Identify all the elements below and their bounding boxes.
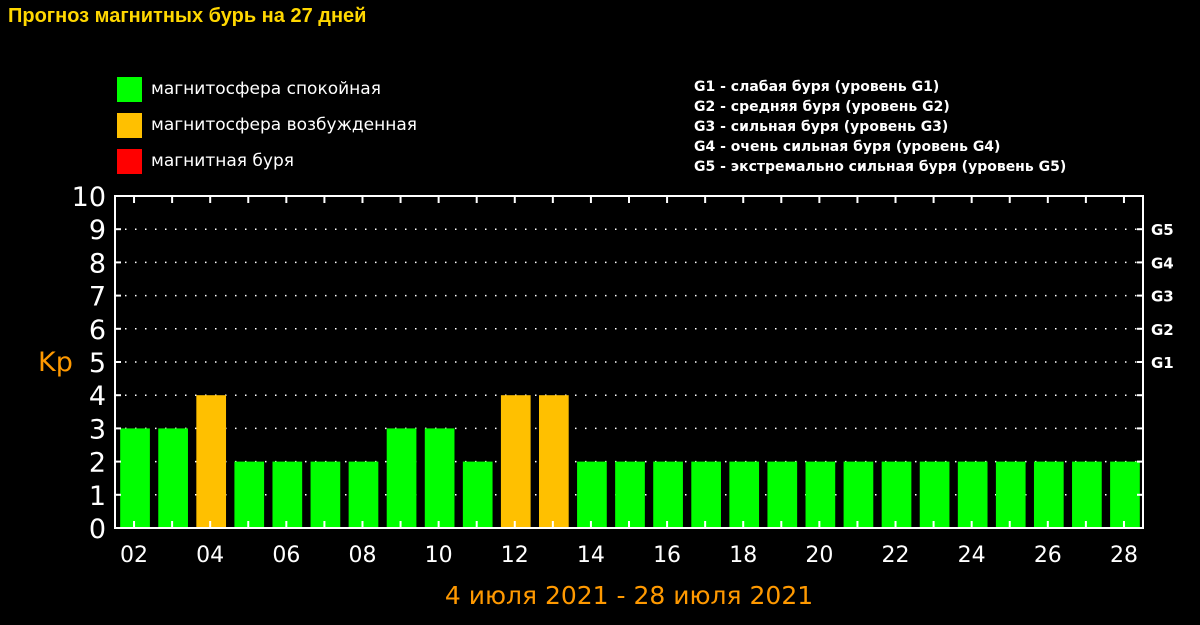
- y-axis-label: Kp: [38, 347, 73, 378]
- y-tick-label: 9: [89, 215, 106, 246]
- bar-11: [462, 461, 493, 528]
- bar-21: [843, 461, 874, 528]
- bar-22: [881, 461, 912, 528]
- page-title: Прогноз магнитных бурь на 27 дней: [8, 5, 367, 27]
- storm-levels-legend: G1 - слабая буря (уровень G1) G2 - средн…: [694, 77, 1066, 177]
- x-tick-label: 02: [120, 543, 148, 568]
- legend-label-calm: магнитосфера спокойная: [151, 79, 381, 99]
- bar-20: [805, 461, 836, 528]
- x-tick-label: 20: [805, 543, 833, 568]
- bar-23: [919, 461, 950, 528]
- bar-24: [957, 461, 988, 528]
- legend-label-storm: магнитная буря: [151, 151, 294, 171]
- y-tick-label: 2: [89, 448, 106, 479]
- storm-axis-label-g3: G3: [1151, 288, 1174, 306]
- y-tick-label: 6: [89, 315, 106, 346]
- bar-05: [234, 461, 265, 528]
- legend-label-excited: магнитосфера возбужденная: [151, 115, 417, 135]
- y-tick-label: 0: [89, 514, 106, 545]
- bar-12: [500, 395, 531, 528]
- bar-27: [1072, 461, 1102, 528]
- storm-level-g2: G2 - средняя буря (уровень G2): [694, 99, 950, 115]
- bar-07: [310, 461, 341, 528]
- x-tick-label: 14: [577, 543, 605, 568]
- x-tick-label: 12: [501, 543, 529, 568]
- bar-15: [615, 461, 645, 528]
- x-axis-label: 4 июля 2021 - 28 июля 2021: [445, 581, 813, 610]
- bar-25: [995, 461, 1026, 528]
- y-tick-label: 10: [72, 182, 106, 213]
- x-tick-label: 26: [1034, 543, 1062, 568]
- bar-17: [691, 461, 721, 528]
- storm-level-g4: G4 - очень сильная буря (уровень G4): [694, 139, 1001, 155]
- y-tick-label: 1: [89, 481, 106, 512]
- bar-18: [729, 461, 760, 528]
- bar-08: [348, 461, 379, 528]
- x-tick-label: 04: [196, 543, 224, 568]
- bar-13: [539, 395, 569, 528]
- bar-10: [424, 428, 455, 528]
- legend-swatch-storm: [117, 149, 142, 174]
- storm-axis-label-g4: G4: [1151, 254, 1174, 272]
- x-tick-label: 06: [272, 543, 300, 568]
- storm-axis-label-g5: G5: [1151, 221, 1174, 239]
- bar-26: [1033, 461, 1064, 528]
- bar-14: [577, 461, 607, 528]
- bar-16: [653, 461, 683, 528]
- storm-axis-label-g2: G2: [1151, 321, 1174, 339]
- legend-swatch-excited: [117, 113, 142, 138]
- y-tick-label: 4: [89, 381, 106, 412]
- x-tick-label: 10: [425, 543, 453, 568]
- storm-axis-label-g1: G1: [1151, 354, 1174, 372]
- y-tick-label: 8: [89, 248, 106, 279]
- bar-06: [272, 461, 303, 528]
- y-tick-label: 7: [89, 282, 106, 313]
- storm-level-g1: G1 - слабая буря (уровень G1): [694, 79, 940, 95]
- bar-02: [120, 428, 150, 528]
- bar-03: [158, 428, 188, 528]
- bar-28: [1110, 461, 1140, 528]
- storm-level-g3: G3 - сильная буря (уровень G3): [694, 119, 949, 135]
- bar-09: [386, 428, 417, 528]
- x-tick-label: 28: [1110, 543, 1138, 568]
- x-tick-label: 18: [729, 543, 757, 568]
- x-tick-label: 16: [653, 543, 681, 568]
- x-tick-label: 24: [958, 543, 986, 568]
- storm-level-g5: G5 - экстремально сильная буря (уровень …: [694, 159, 1067, 175]
- y-tick-label: 3: [89, 414, 106, 445]
- x-tick-label: 22: [882, 543, 910, 568]
- y-tick-label: 5: [89, 348, 106, 379]
- x-tick-label: 08: [348, 543, 376, 568]
- legend-swatch-calm: [117, 77, 142, 102]
- bar-19: [767, 461, 798, 528]
- bar-04: [196, 395, 227, 528]
